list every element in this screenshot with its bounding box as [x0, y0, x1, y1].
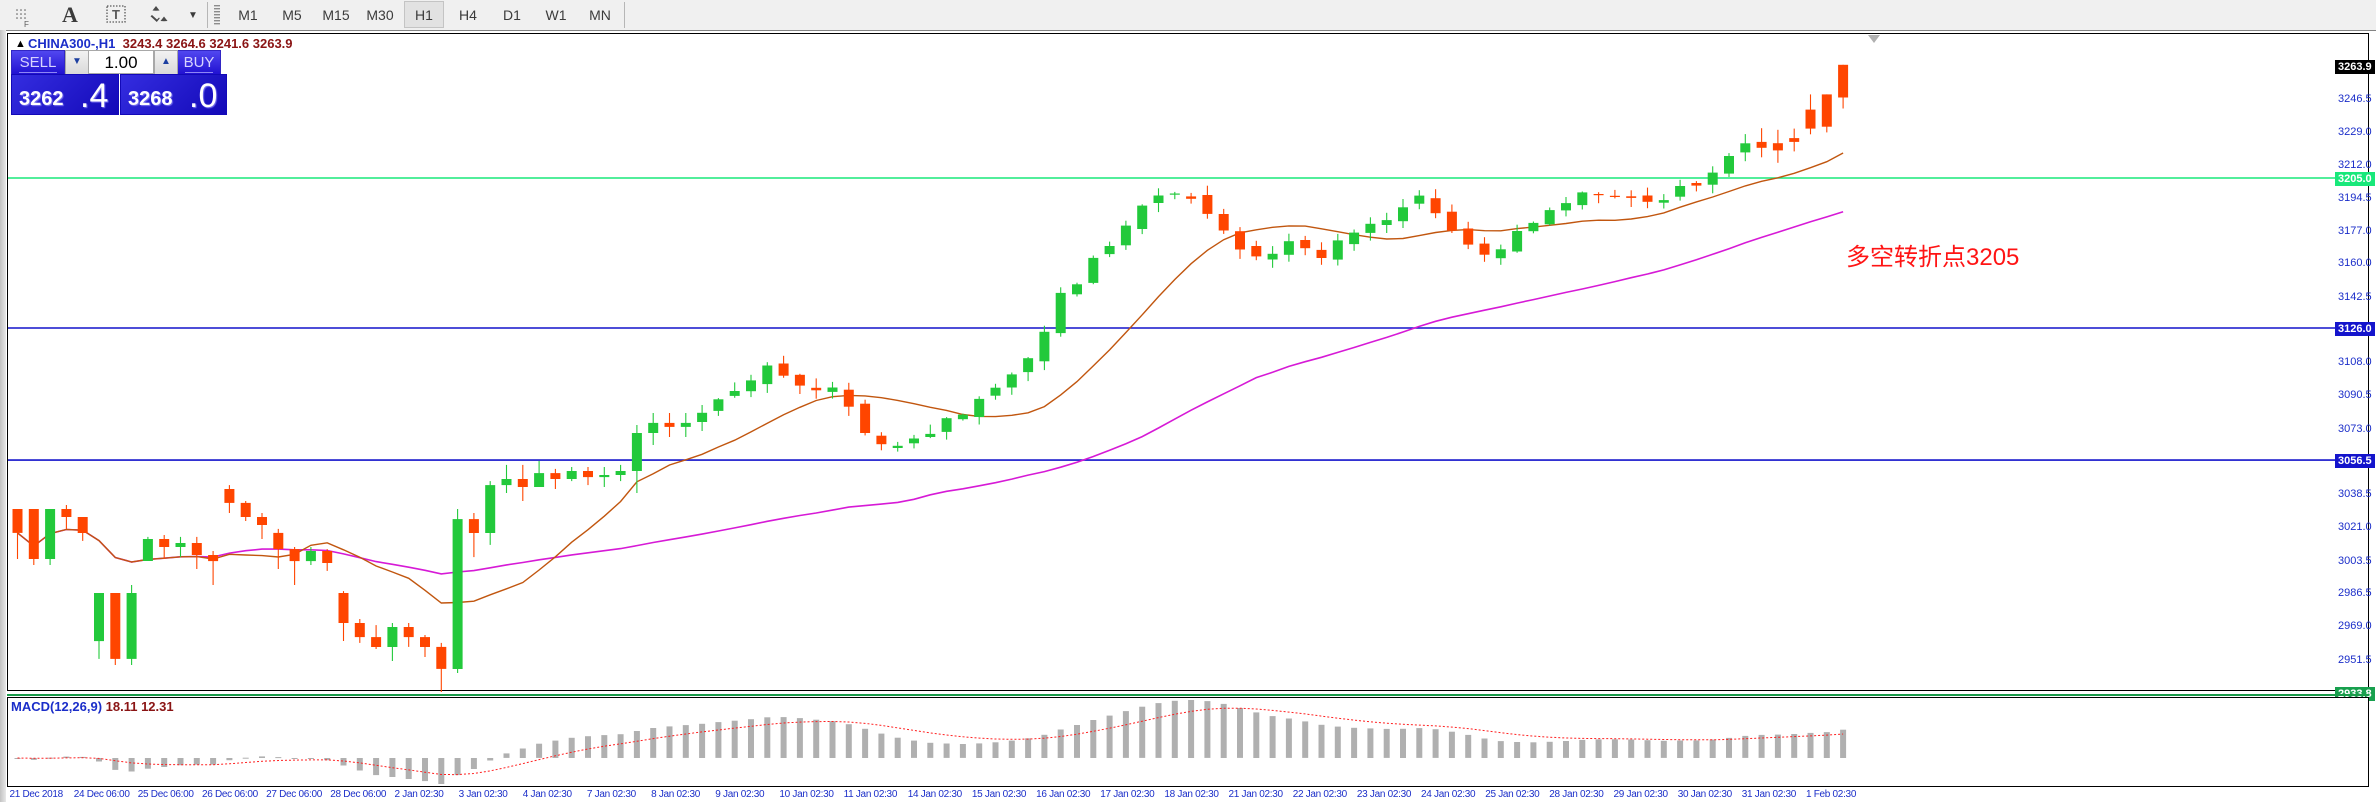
svg-text:F: F [24, 20, 29, 28]
svg-text:T: T [112, 7, 120, 22]
